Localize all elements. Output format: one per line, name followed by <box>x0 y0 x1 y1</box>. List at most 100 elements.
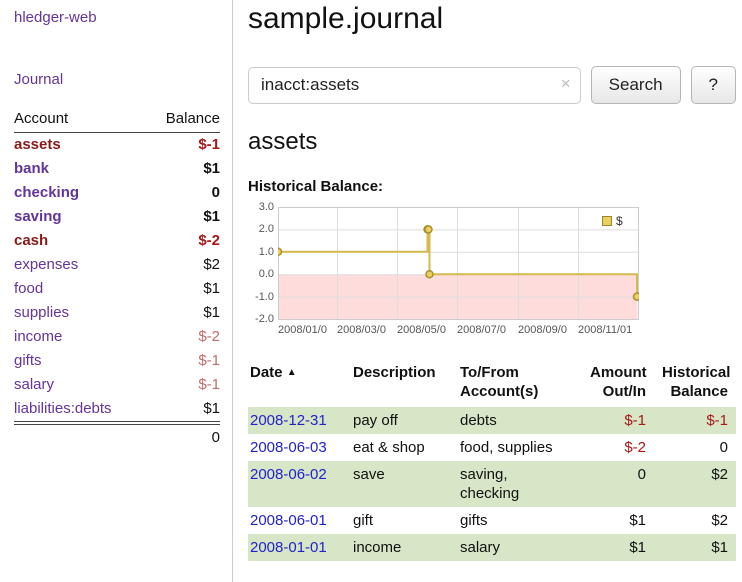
account-row: assets $-1 <box>14 133 220 158</box>
accounts-total-row: 0 <box>14 421 220 450</box>
transaction-row: 2008-06-01 gift gifts $1 $2 <box>248 507 736 534</box>
account-row: income $-2 <box>14 325 220 349</box>
transaction-date-link[interactable]: 2008-01-01 <box>250 539 327 556</box>
transaction-balance: 0 <box>719 439 728 456</box>
register-body: 2008-12-31 pay off debts $-1 $-1 2008-06-03 ea… <box>248 407 736 561</box>
date-header-label: Date <box>250 364 283 381</box>
account-balance: $-1 <box>198 136 220 153</box>
accounts-header-account: Account <box>14 108 142 133</box>
chart-title: Historical Balance: <box>248 178 384 195</box>
x-tick-label: 2008/11/01 <box>578 324 633 336</box>
account-balance: $1 <box>203 160 220 177</box>
register-header-date[interactable]: Date ▲ <box>248 361 345 407</box>
account-link[interactable]: gifts <box>14 352 42 369</box>
transaction-date-cell: 2008-12-31 <box>248 407 345 434</box>
register-header-description: Description <box>353 364 436 381</box>
account-link[interactable]: cash <box>14 232 49 249</box>
account-row: gifts $-1 <box>14 349 220 373</box>
x-tick-label: 2008/03/0 <box>337 324 386 336</box>
register-table: Date ▲ Description To/From Account(s) Am… <box>248 361 736 561</box>
transaction-amount: $-2 <box>624 439 646 456</box>
account-row: saving $1 <box>14 205 220 229</box>
transaction-balance: $2 <box>711 466 728 483</box>
account-balance: $1 <box>203 208 220 225</box>
y-tick-label: -1.0 <box>255 290 274 303</box>
accounts-body: assets $-1 bank $1 checking 0 saving $1 cash $-2 e… <box>14 133 220 424</box>
account-row: expenses $2 <box>14 253 220 277</box>
account-link[interactable]: supplies <box>14 304 70 321</box>
accounts-header-row: Account Balance <box>14 108 220 133</box>
account-link[interactable]: salary <box>14 376 55 393</box>
transaction-amount: $-1 <box>624 412 646 429</box>
transaction-row: 2008-01-01 income salary $1 $1 <box>248 534 736 561</box>
legend-label: $ <box>616 214 623 228</box>
chart-legend: $ <box>602 214 623 228</box>
page-title: sample.journal <box>248 2 444 35</box>
sort-asc-icon: ▲ <box>286 367 297 378</box>
account-balance: $1 <box>203 304 220 321</box>
transaction-date-link[interactable]: 2008-06-03 <box>250 439 327 456</box>
search-box: × <box>248 66 581 104</box>
x-tick-label: 2008/09/0 <box>518 324 567 336</box>
register-header-balance: Historical Balance <box>662 364 731 400</box>
app-title-link[interactable]: hledger-web <box>14 9 97 26</box>
y-tick-label: 1.0 <box>258 245 274 258</box>
account-link[interactable]: expenses <box>14 256 79 273</box>
transaction-date-link[interactable]: 2008-06-02 <box>250 466 327 483</box>
transaction-description: pay off <box>353 412 398 429</box>
account-heading: assets <box>248 128 318 155</box>
main-content: sample.journal × Search ? assets Histori… <box>234 0 742 582</box>
transaction-date-link[interactable]: 2008-12-31 <box>250 412 327 429</box>
account-balance: $1 <box>203 400 220 417</box>
account-row: salary $-1 <box>14 373 220 397</box>
balance-chart-plot <box>278 207 639 320</box>
transaction-amount: 0 <box>637 466 646 483</box>
transaction-date-cell: 2008-06-01 <box>248 507 345 534</box>
search-input[interactable] <box>248 66 581 104</box>
account-link[interactable]: food <box>14 280 44 297</box>
account-link[interactable]: liabilities:debts <box>14 400 112 417</box>
y-tick-label: 3.0 <box>258 201 274 213</box>
account-row: liabilities:debts $1 <box>14 397 220 423</box>
transaction-date-link[interactable]: 2008-06-01 <box>250 512 327 529</box>
sidebar: hledger-web Journal Account Balance asse… <box>0 0 233 582</box>
y-tick-label: 2.0 <box>258 223 274 236</box>
transaction-accounts: debts <box>460 412 497 429</box>
sidebar-item-journal[interactable]: Journal <box>14 71 64 88</box>
transaction-accounts: food, supplies <box>460 439 553 456</box>
legend-swatch-icon <box>602 216 612 226</box>
x-tick-label: 2008/01/0 <box>278 324 327 336</box>
accounts-header-balance: Balance <box>141 108 220 133</box>
account-row: checking 0 <box>14 181 220 205</box>
account-link[interactable]: income <box>14 328 63 345</box>
help-button[interactable]: ? <box>690 66 736 104</box>
account-balance: $-2 <box>198 328 220 345</box>
account-link[interactable]: assets <box>14 136 61 153</box>
transaction-description: gift <box>353 512 374 529</box>
search-bar: × Search ? <box>248 66 736 104</box>
transaction-description: eat & shop <box>353 439 425 456</box>
transaction-description: income <box>353 539 402 556</box>
transaction-accounts: salary <box>460 539 501 556</box>
transaction-date-cell: 2008-06-02 <box>248 461 345 507</box>
search-button[interactable]: Search <box>590 66 681 104</box>
account-row: food $1 <box>14 277 220 301</box>
accounts-total-spacer <box>14 421 142 450</box>
transaction-row: 2008-06-03 eat & shop food, supplies $-2 0 <box>248 434 736 461</box>
account-link[interactable]: saving <box>14 208 62 225</box>
x-tick-label: 2008/05/0 <box>397 324 446 336</box>
transaction-row: 2008-06-02 save saving, checking 0 $2 <box>248 461 736 507</box>
account-balance: $-1 <box>198 352 220 369</box>
transaction-balance: $2 <box>711 512 728 529</box>
accounts-table: Account Balance assets $-1 bank $1 checking 0… <box>14 108 220 450</box>
register-header-row: Date ▲ Description To/From Account(s) Am… <box>248 361 736 407</box>
transaction-amount: $1 <box>629 512 646 529</box>
account-balance: $-1 <box>198 376 220 393</box>
account-balance: $1 <box>203 280 220 297</box>
transaction-row: 2008-12-31 pay off debts $-1 $-1 <box>248 407 736 434</box>
account-link[interactable]: bank <box>14 160 50 177</box>
clear-search-icon[interactable]: × <box>560 73 571 93</box>
y-tick-label: 0.0 <box>258 268 274 281</box>
transaction-balance: $-1 <box>706 412 728 429</box>
account-link[interactable]: checking <box>14 184 80 201</box>
